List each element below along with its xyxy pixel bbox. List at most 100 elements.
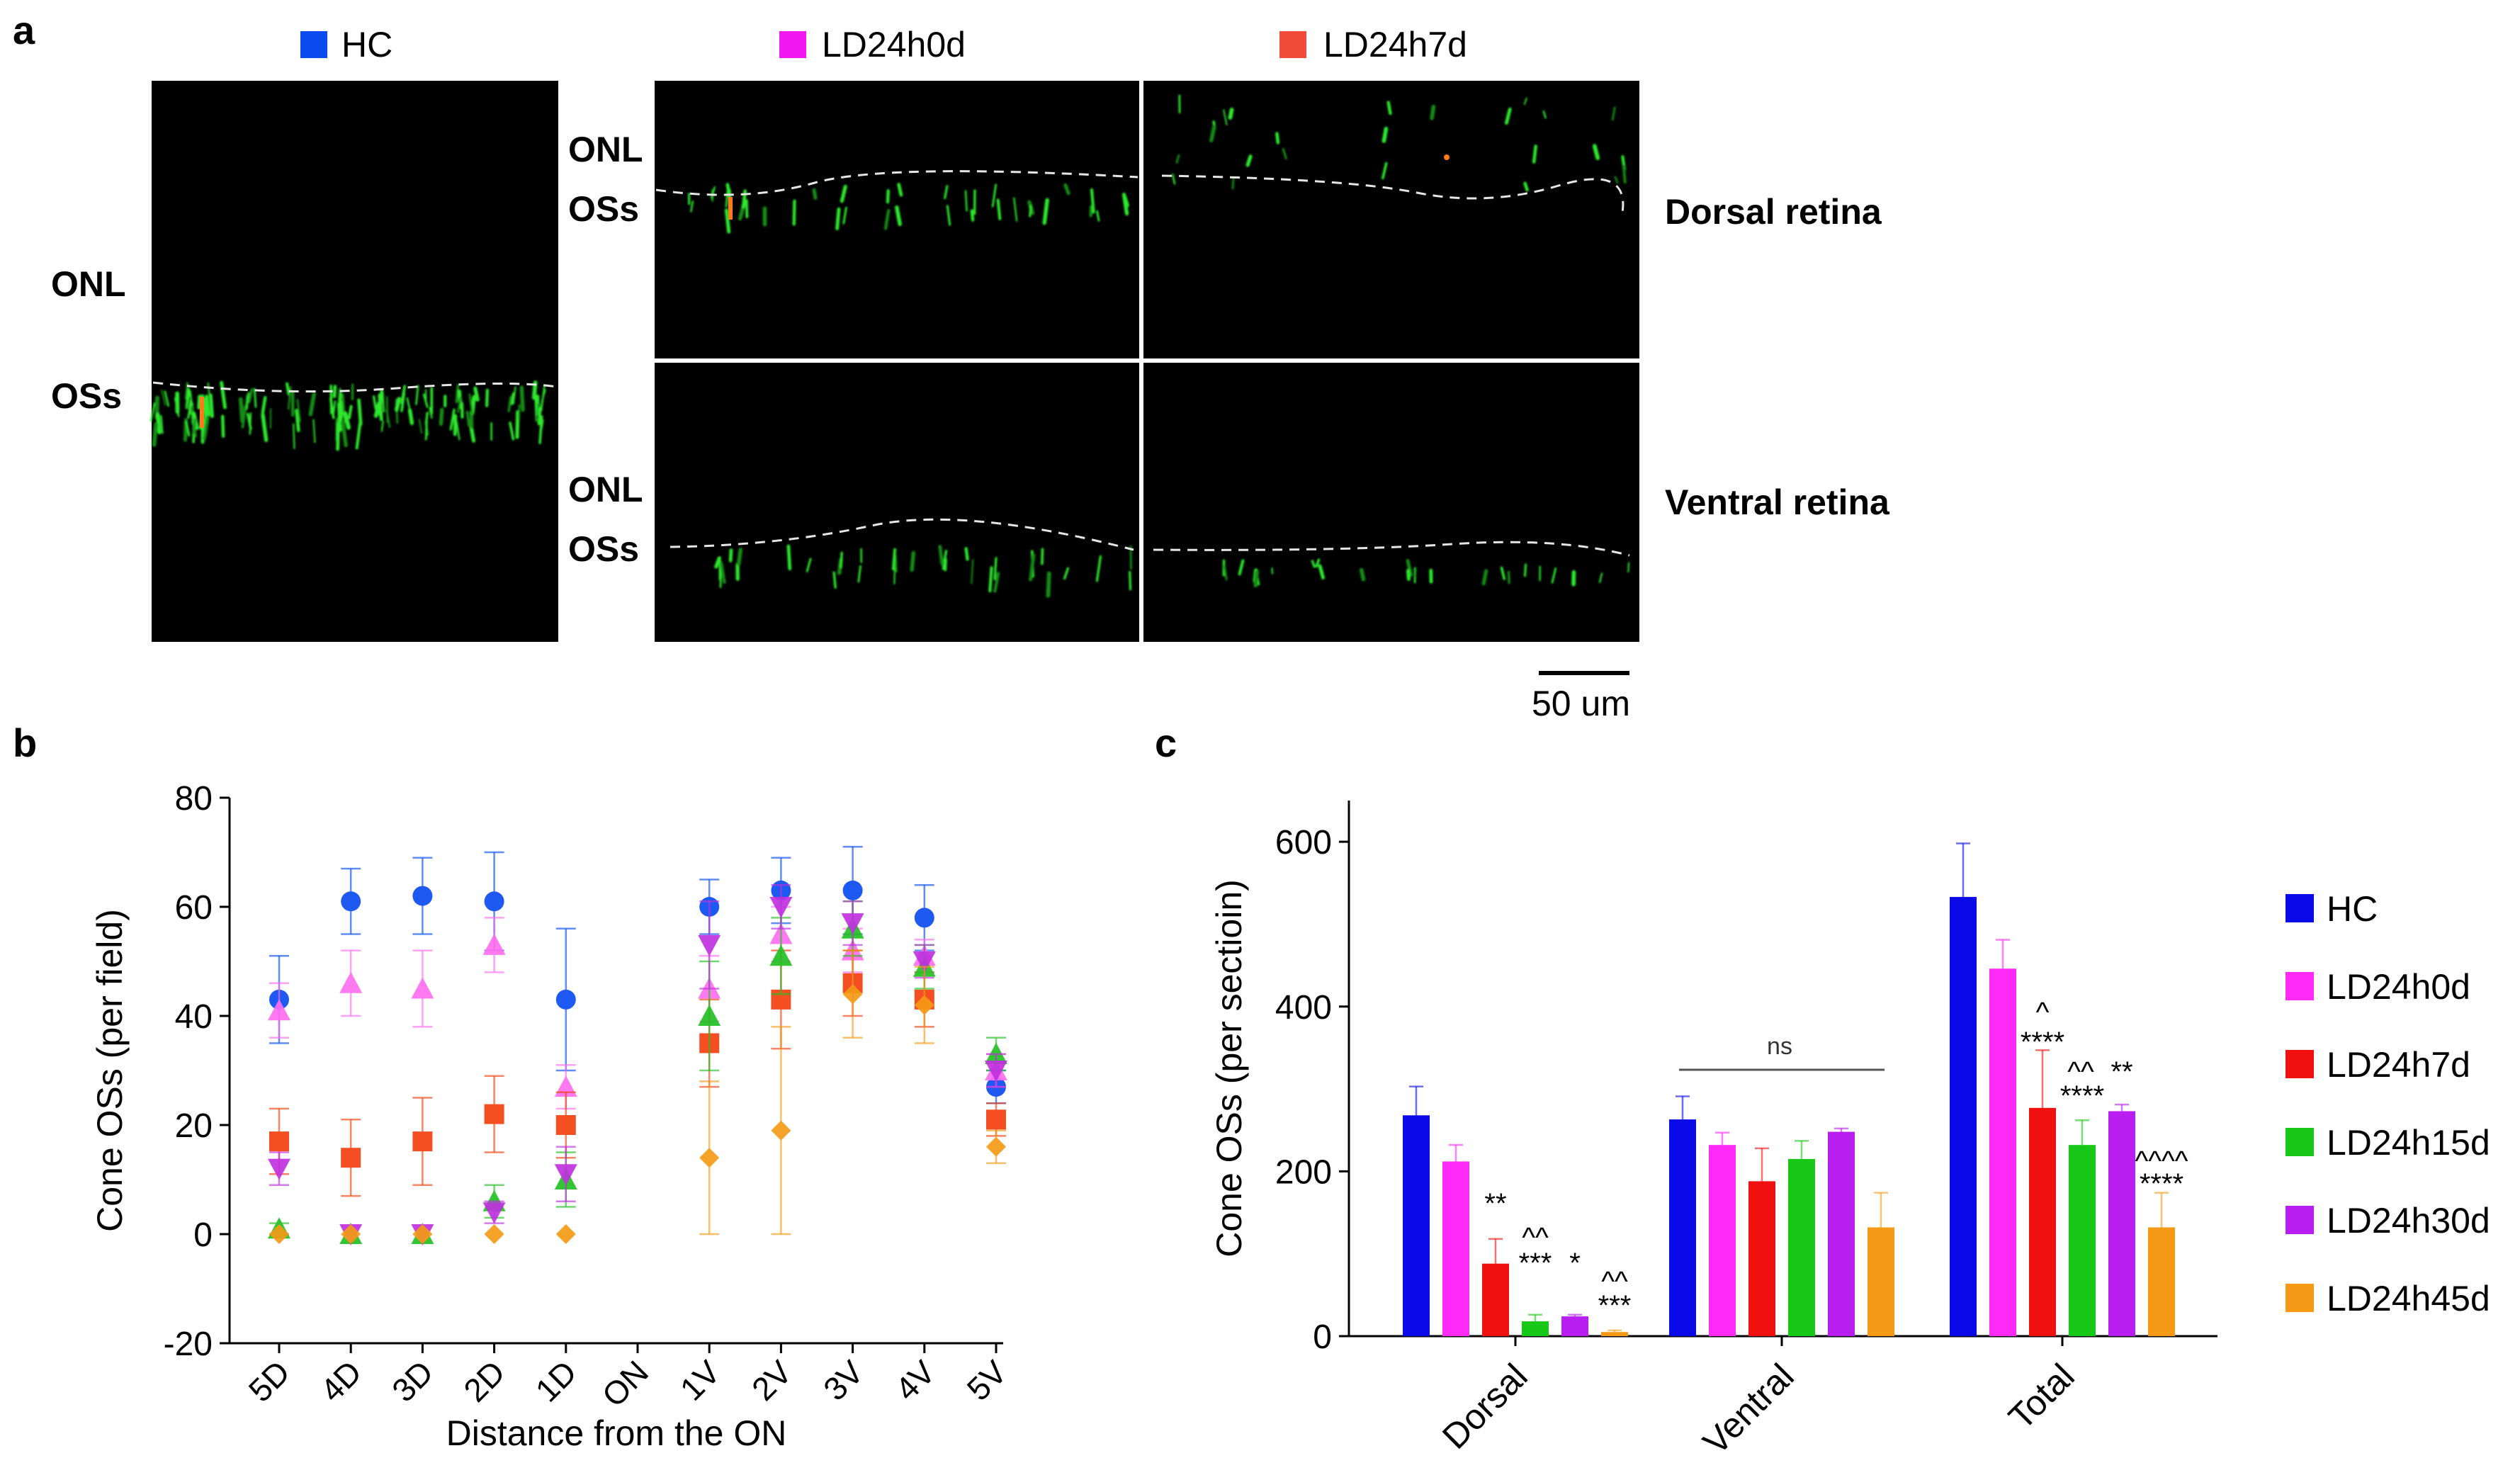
chart-c-legend-swatch bbox=[2285, 972, 2314, 1000]
scale-bar-label: 50 um bbox=[1532, 684, 1630, 723]
chart-b-ytick-label: 20 bbox=[175, 1107, 213, 1145]
chart-c-series bbox=[1403, 842, 1977, 1336]
label-dorsal-retina: Dorsal retina bbox=[1665, 192, 1882, 232]
chart-b-xtick-label: 3D bbox=[385, 1353, 440, 1408]
chart-b-point bbox=[269, 1131, 289, 1152]
chart-c-legend: HC LD24h0d LD24h7d LD24h15d LD24h30d LD24h45d bbox=[2285, 889, 2490, 1318]
chart-b-point bbox=[269, 1224, 289, 1244]
chart-c: 0 200 400 600 Cone OSs (per sectioin) Dorsal V… bbox=[1209, 801, 2490, 1462]
chart-c-sig-total: ^^^^ bbox=[2135, 1146, 2188, 1177]
chart-c-bar bbox=[1788, 1158, 1815, 1336]
chart-b: -20 0 20 40 60 80 5D 4D 3D 2D 1D ON 1V 2V 3V 4V 5V Distan… bbox=[90, 780, 1014, 1453]
chart-c-series bbox=[1442, 939, 2016, 1336]
chart-b-series bbox=[268, 905, 1007, 1110]
chart-c-legend-label: HC bbox=[2327, 889, 2378, 929]
chart-b-point bbox=[484, 891, 504, 912]
chart-c-sig-total: **** bbox=[2060, 1080, 2104, 1112]
chart-b-series bbox=[269, 949, 1006, 1197]
chart-b-series bbox=[269, 846, 1006, 1104]
chart-b-point bbox=[698, 934, 721, 956]
panel-b-letter: b bbox=[13, 720, 37, 765]
legend-swatch-ld24h0d bbox=[779, 31, 806, 58]
chart-c-bar bbox=[1989, 968, 2016, 1336]
chart-c-sig-dorsal: ** bbox=[1484, 1188, 1506, 1219]
label-onl-hc: ONL bbox=[51, 264, 126, 304]
label-ventral-retina: Ventral retina bbox=[1665, 482, 1890, 522]
legend-label-hc: HC bbox=[341, 25, 392, 64]
chart-c-sig-dorsal: *** bbox=[1598, 1290, 1632, 1321]
chart-c-xtick-label: Total bbox=[2001, 1356, 2081, 1437]
chart-b-xtick-label: 1V bbox=[673, 1353, 728, 1408]
chart-b-point bbox=[842, 984, 863, 1005]
chart-b-point bbox=[412, 1224, 433, 1244]
chart-c-series bbox=[1482, 1049, 2056, 1336]
chart-b-point bbox=[339, 971, 363, 993]
chart-b-point bbox=[986, 1109, 1006, 1130]
chart-b-point bbox=[555, 1224, 576, 1244]
chart-b-point bbox=[554, 1164, 577, 1186]
legend-label-ld24h7d: LD24h7d bbox=[1323, 25, 1467, 64]
chart-b-point bbox=[484, 1224, 504, 1244]
chart-c-legend-label: LD24h15d bbox=[2327, 1123, 2490, 1163]
chart-c-legend-swatch bbox=[2285, 1284, 2314, 1312]
chart-c-series bbox=[1522, 1119, 2096, 1336]
chart-c-bar bbox=[1403, 1115, 1430, 1336]
chart-c-series bbox=[1601, 1192, 2175, 1336]
chart-c-sig-total: **** bbox=[2021, 1027, 2064, 1058]
chart-c-bar bbox=[2148, 1227, 2175, 1336]
chart-c-legend-swatch bbox=[2285, 1128, 2314, 1156]
chart-b-point bbox=[698, 1005, 721, 1026]
chart-b-ytick-label: 80 bbox=[175, 780, 213, 818]
chart-b-point bbox=[699, 1148, 720, 1168]
chart-b-point bbox=[412, 886, 433, 906]
chart-c-sig-total: **** bbox=[2140, 1168, 2183, 1199]
chart-b-point bbox=[268, 1158, 290, 1180]
chart-b-xtick-label: 4D bbox=[313, 1353, 368, 1408]
chart-c-sig-dorsal: ^^ bbox=[1522, 1222, 1549, 1253]
chart-c-bar bbox=[1482, 1263, 1509, 1336]
chart-b-ytick-label: 40 bbox=[175, 998, 213, 1036]
chart-c-bar bbox=[2108, 1111, 2135, 1336]
chart-c-legend-label: LD24h7d bbox=[2327, 1045, 2470, 1085]
panel-a-legend: HC LD24h0d LD24h7d bbox=[300, 25, 1467, 64]
chart-c-bar bbox=[1748, 1181, 1775, 1336]
panel-a-letter: a bbox=[13, 8, 35, 52]
chart-c-ns-label: ns bbox=[1767, 1033, 1792, 1060]
chart-c-bar bbox=[2029, 1107, 2056, 1336]
micrograph-hc bbox=[149, 81, 558, 642]
chart-b-point bbox=[555, 1115, 576, 1135]
chart-c-ytick-label: 600 bbox=[1275, 824, 1332, 861]
chart-b-point bbox=[914, 995, 934, 1015]
chart-c-ytick-label: 400 bbox=[1275, 989, 1332, 1027]
label-onl-dorsal: ONL bbox=[568, 130, 643, 169]
micrograph-ld24h7d-dorsal bbox=[1143, 81, 1639, 358]
chart-c-xtick-label: Dorsal bbox=[1435, 1356, 1535, 1457]
chart-b-point bbox=[769, 944, 793, 966]
chart-b-point bbox=[841, 913, 864, 935]
chart-c-legend-swatch bbox=[2285, 1206, 2314, 1234]
chart-c-sig-total: ^ bbox=[2036, 997, 2050, 1028]
chart-b-xtick-label: 5V bbox=[960, 1353, 1015, 1408]
chart-c-bar bbox=[1669, 1119, 1696, 1336]
chart-c-bar bbox=[1601, 1332, 1628, 1336]
chart-b-ytick-label: -20 bbox=[164, 1326, 213, 1363]
chart-b-xtick-label: 1D bbox=[529, 1353, 584, 1408]
chart-b-point bbox=[341, 891, 361, 912]
chart-c-sig-dorsal: ^^ bbox=[1601, 1266, 1628, 1297]
chart-c-legend-swatch bbox=[2285, 1050, 2314, 1078]
label-oss-ventral: OSs bbox=[568, 529, 639, 569]
micrograph-ld24h0d-dorsal bbox=[655, 81, 1139, 358]
legend-label-ld24h0d: LD24h0d bbox=[822, 25, 966, 64]
chart-b-point bbox=[412, 1131, 433, 1152]
legend-swatch-hc bbox=[300, 31, 327, 58]
chart-b-series bbox=[268, 900, 1007, 1244]
chart-c-legend-label: LD24h0d bbox=[2327, 967, 2470, 1007]
chart-b-point bbox=[914, 908, 934, 928]
chart-c-bar bbox=[1442, 1161, 1469, 1336]
chart-b-ylabel: Cone OSs (per field) bbox=[90, 909, 130, 1232]
chart-b-xtick-label: 4V bbox=[888, 1353, 942, 1408]
legend-swatch-ld24h7d bbox=[1279, 31, 1306, 58]
label-onl-ventral: ONL bbox=[568, 470, 643, 509]
chart-b-point bbox=[985, 1061, 1007, 1082]
